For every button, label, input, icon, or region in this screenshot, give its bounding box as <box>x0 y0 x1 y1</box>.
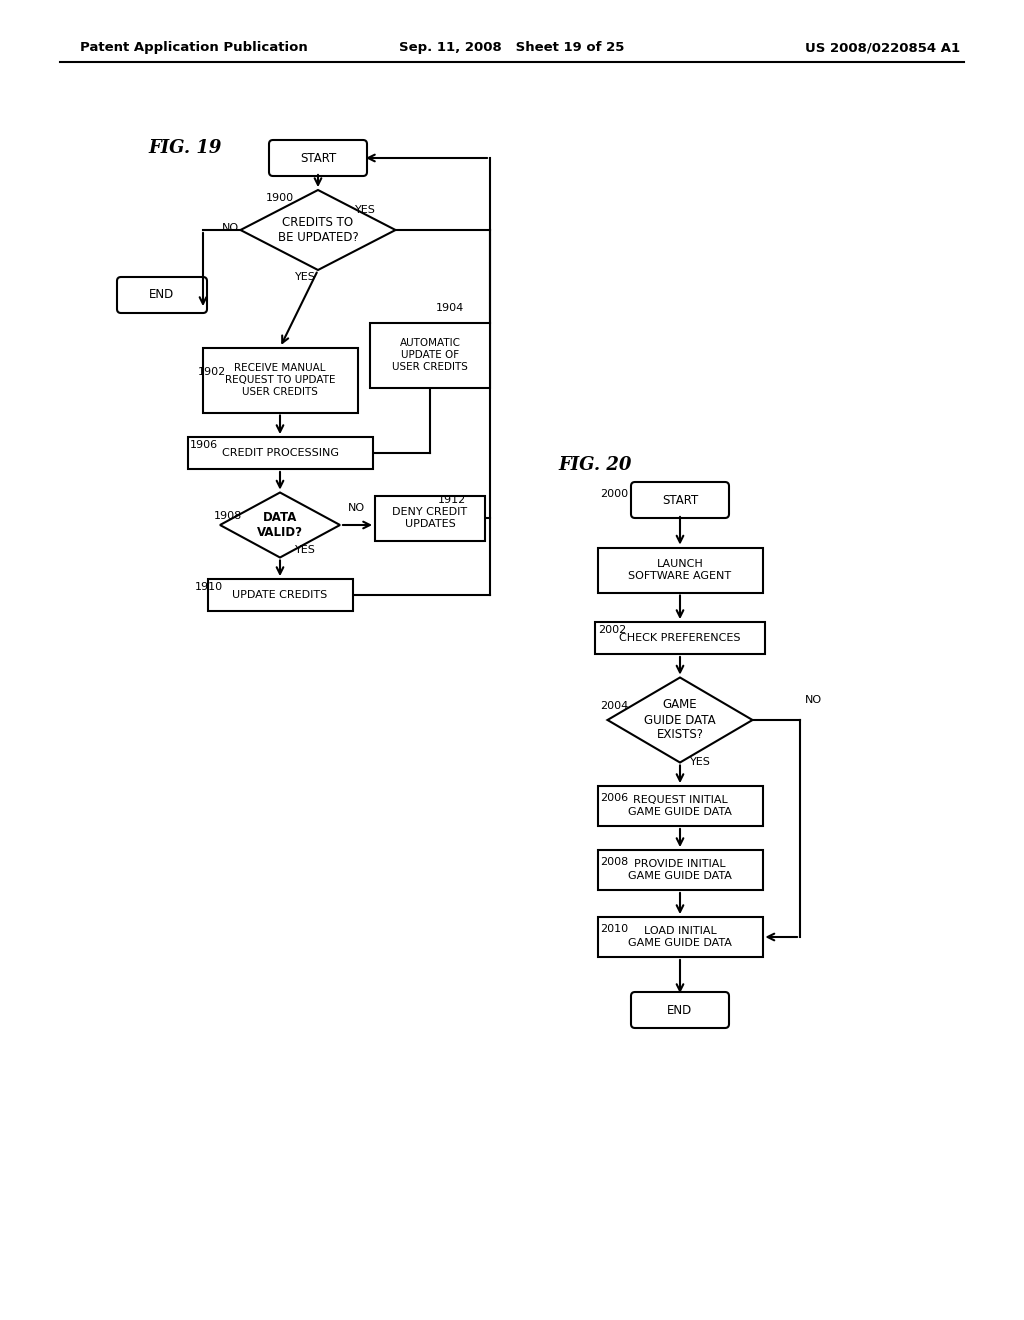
Polygon shape <box>607 677 753 763</box>
Text: US 2008/0220854 A1: US 2008/0220854 A1 <box>805 41 961 54</box>
Text: START: START <box>300 152 336 165</box>
FancyBboxPatch shape <box>117 277 207 313</box>
Text: YES: YES <box>690 756 711 767</box>
Bar <box>208 579 352 611</box>
Text: 1910: 1910 <box>195 582 223 591</box>
FancyBboxPatch shape <box>631 482 729 517</box>
Bar <box>203 347 357 412</box>
Text: 2000: 2000 <box>600 488 628 499</box>
Text: DENY CREDIT
UPDATES: DENY CREDIT UPDATES <box>392 507 468 529</box>
FancyBboxPatch shape <box>631 993 729 1028</box>
Bar <box>375 495 485 540</box>
Text: 2004: 2004 <box>600 701 629 711</box>
Text: DATA
VALID?: DATA VALID? <box>257 511 303 539</box>
Text: YES: YES <box>295 545 315 554</box>
Text: START: START <box>662 494 698 507</box>
Text: CHECK PREFERENCES: CHECK PREFERENCES <box>620 634 740 643</box>
Text: PROVIDE INITIAL
GAME GUIDE DATA: PROVIDE INITIAL GAME GUIDE DATA <box>628 859 732 880</box>
Text: 1900: 1900 <box>266 193 294 203</box>
Polygon shape <box>220 492 340 557</box>
Text: LOAD INITIAL
GAME GUIDE DATA: LOAD INITIAL GAME GUIDE DATA <box>628 927 732 948</box>
Bar <box>597 785 763 826</box>
Text: 2010: 2010 <box>600 924 628 935</box>
Text: 1904: 1904 <box>436 304 464 313</box>
Text: 1906: 1906 <box>190 440 218 450</box>
Text: 2008: 2008 <box>600 857 629 867</box>
Bar <box>370 322 490 388</box>
Text: CREDITS TO
BE UPDATED?: CREDITS TO BE UPDATED? <box>278 216 358 244</box>
Text: RECEIVE MANUAL
REQUEST TO UPDATE
USER CREDITS: RECEIVE MANUAL REQUEST TO UPDATE USER CR… <box>224 363 335 396</box>
Text: YES: YES <box>295 272 315 282</box>
Text: LAUNCH
SOFTWARE AGENT: LAUNCH SOFTWARE AGENT <box>629 560 731 581</box>
Bar <box>595 622 765 653</box>
Text: FIG. 19: FIG. 19 <box>148 139 221 157</box>
Text: NO: NO <box>805 696 822 705</box>
Text: GAME
GUIDE DATA
EXISTS?: GAME GUIDE DATA EXISTS? <box>644 698 716 742</box>
Text: NO: NO <box>222 223 240 234</box>
Bar <box>597 548 763 593</box>
Text: FIG. 20: FIG. 20 <box>558 455 632 474</box>
Text: 1902: 1902 <box>198 367 226 378</box>
Text: YES: YES <box>355 205 376 215</box>
Text: UPDATE CREDITS: UPDATE CREDITS <box>232 590 328 601</box>
Polygon shape <box>241 190 395 271</box>
Text: END: END <box>150 289 175 301</box>
Text: CREDIT PROCESSING: CREDIT PROCESSING <box>221 447 339 458</box>
Text: END: END <box>668 1003 692 1016</box>
Text: 2006: 2006 <box>600 793 628 803</box>
Text: REQUEST INITIAL
GAME GUIDE DATA: REQUEST INITIAL GAME GUIDE DATA <box>628 795 732 817</box>
Text: AUTOMATIC
UPDATE OF
USER CREDITS: AUTOMATIC UPDATE OF USER CREDITS <box>392 338 468 372</box>
Text: Sep. 11, 2008   Sheet 19 of 25: Sep. 11, 2008 Sheet 19 of 25 <box>399 41 625 54</box>
FancyBboxPatch shape <box>269 140 367 176</box>
Text: Patent Application Publication: Patent Application Publication <box>80 41 308 54</box>
Text: NO: NO <box>348 503 366 513</box>
Bar <box>597 917 763 957</box>
Bar <box>187 437 373 469</box>
Text: 2002: 2002 <box>598 624 627 635</box>
Bar <box>597 850 763 890</box>
Text: 1912: 1912 <box>438 495 466 506</box>
Text: 1908: 1908 <box>214 511 243 521</box>
